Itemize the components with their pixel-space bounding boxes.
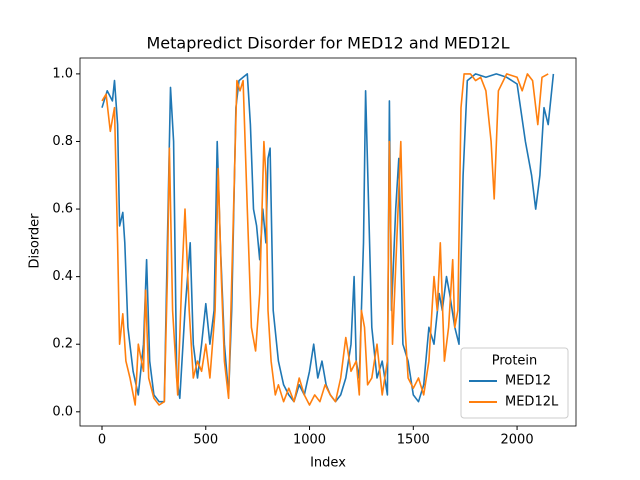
y-tick-label: 0.2: [52, 337, 73, 352]
legend-title: Protein: [492, 354, 538, 369]
x-tick-label: 1000: [293, 433, 326, 448]
y-tick-label: 0.0: [52, 404, 73, 419]
y-axis-label: Disorder: [28, 213, 43, 269]
y-tick-label: 0.4: [52, 269, 73, 284]
series-line: [101, 73, 549, 406]
plot-frame: [79, 57, 577, 427]
x-axis-label: Index: [310, 456, 346, 471]
y-tick-label: 0.8: [52, 134, 73, 149]
x-tick-label: 2000: [501, 433, 534, 448]
legend-box: [460, 347, 569, 419]
legend-label: MED12L: [505, 395, 559, 410]
legend: Protein MED12 MED12L: [460, 347, 569, 419]
x-tick-label: 0: [98, 433, 106, 448]
x-tick-label: 1500: [397, 433, 430, 448]
chart-title: Metapredict Disorder for MED12 and MED12…: [146, 34, 509, 53]
y-tick-label: 1.0: [52, 66, 73, 81]
legend-label: MED12: [505, 374, 551, 389]
x-tick-label: 500: [193, 433, 218, 448]
y-tick-label: 0.6: [52, 202, 73, 217]
